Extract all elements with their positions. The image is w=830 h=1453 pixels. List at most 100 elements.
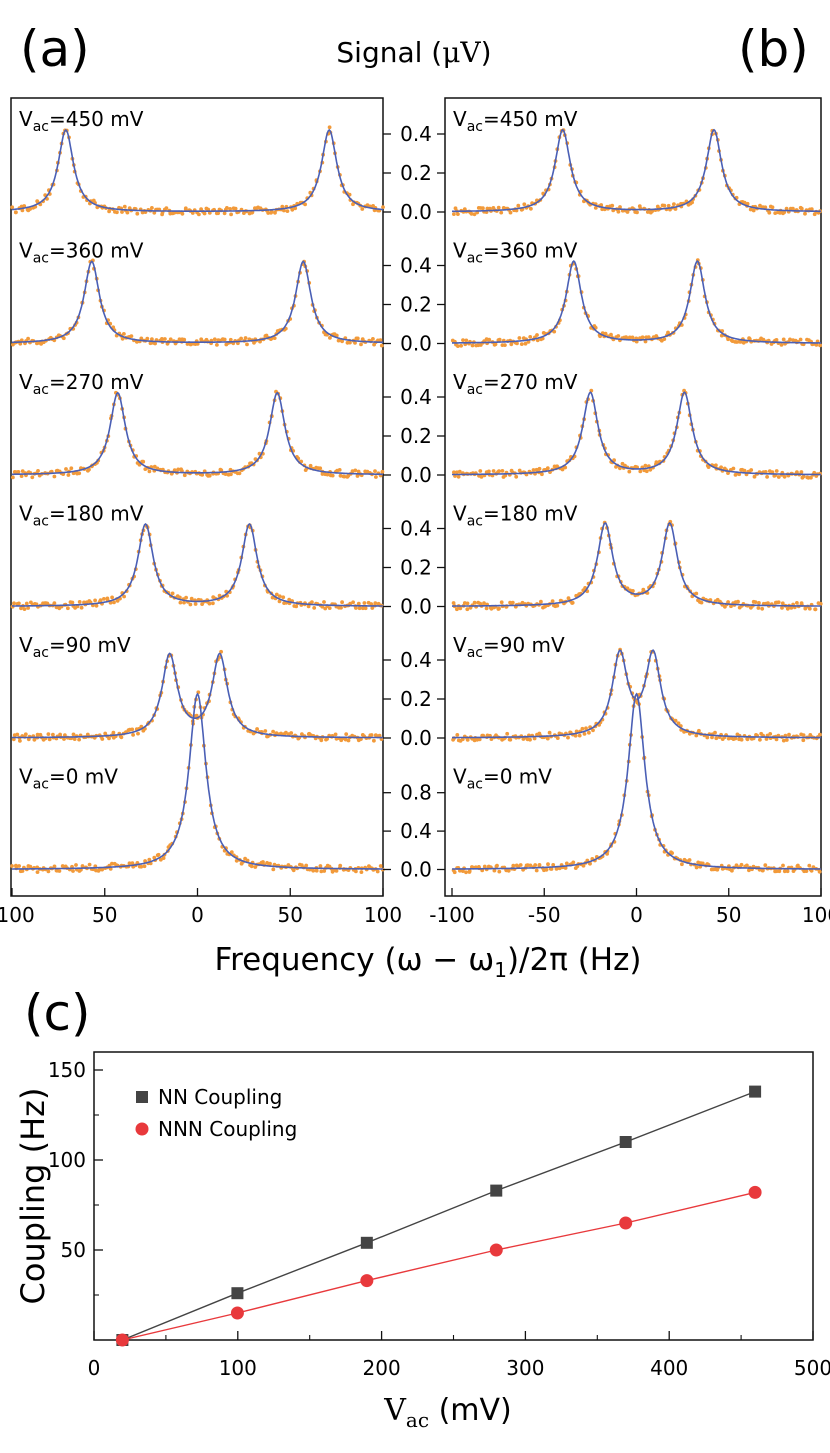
data-point [107,736,111,741]
data-point [328,336,332,340]
data-point [738,340,743,344]
data-point [726,471,730,475]
signal-tick-label: 0.4 [400,122,432,146]
data-point [705,735,710,740]
data-point [537,466,542,471]
data-point [591,728,595,733]
data-point [199,338,204,343]
data-point [373,601,378,606]
freq-title-suffix: )/2π (Hz) [507,942,642,978]
data-point [749,468,754,472]
data-point [482,864,487,869]
vac-label-sub: ac [33,777,49,793]
data-point [610,203,615,208]
data-point [98,598,103,603]
data-point [182,337,187,342]
data-point [455,470,459,475]
signal-tick-label: 0.4 [400,819,432,843]
data-point [763,205,768,210]
vac-label-v: V [19,107,33,131]
data-point [143,859,148,863]
data-point [79,605,84,610]
data-point [353,341,357,345]
data-point [459,343,463,348]
data-point [234,858,239,863]
signal-tick-label: 0.0 [400,858,432,882]
data-point [570,600,575,605]
data-point [158,857,163,862]
data-point [535,338,540,343]
data-point [356,601,361,606]
nn-point [360,1236,373,1249]
data-point [736,599,740,604]
data-point [20,208,25,213]
data-point [481,733,486,738]
data-point [222,211,227,216]
data-point [566,735,570,740]
data-point [761,868,765,873]
data-point [369,602,374,606]
nnn-point [748,1185,762,1199]
data-point [178,600,183,605]
data-point [690,200,694,205]
data-point [70,600,75,605]
data-point [249,864,254,869]
vac-label-value: =180 mV [49,502,144,526]
data-point [139,336,144,341]
data-point [493,342,498,347]
data-point [526,340,531,344]
data-point [10,205,15,210]
data-point [497,606,501,611]
data-point [127,861,132,866]
data-point [300,732,304,736]
data-point [694,591,699,596]
data-point [487,337,492,342]
data-point [484,606,489,611]
data-point [528,335,533,339]
data-point [281,595,286,600]
data-point [312,606,317,610]
data-point [726,736,731,741]
x-tick-label: 0 [191,903,204,927]
data-point [287,597,292,602]
data-point [516,203,521,208]
vac-label-value: =270 mV [49,370,144,394]
data-point [164,206,169,211]
data-point [809,207,814,212]
data-point [16,470,21,474]
data-point [697,728,701,733]
fit-curve [452,259,821,344]
nn-point [619,1136,632,1148]
vac-label-sub: ac [33,645,49,661]
data-point [102,597,106,601]
data-point [306,604,311,609]
data-point [188,602,193,607]
data-point [183,207,188,212]
data-point [467,869,472,873]
vac-title-v: V [383,1393,407,1428]
data-point [745,863,749,868]
data-point [322,869,327,873]
data-point [26,606,30,610]
data-point [518,863,523,867]
data-point [338,473,343,478]
vac-axis-title: Vac (mV) [383,1393,512,1432]
data-point [770,205,775,210]
data-point [457,469,462,474]
signal-axis-ticks: 0.4 0.2 0.0 0.4 0.2 0.0 0.4 0.2 0.0 0.4 0.2 0.0 0.4 0… [383,122,445,882]
data-point [378,338,383,342]
data-point [571,860,576,865]
data-point [584,726,588,731]
data-point [557,866,562,871]
data-point [32,737,37,742]
data-point [472,212,477,217]
data-point [274,592,279,597]
data-point [222,337,227,342]
data-point [66,473,71,477]
data-point [351,600,355,605]
panel-b-x-ticks: -100 -50 0 50 100 [429,888,830,927]
data-point [807,863,812,868]
data-point [529,206,533,211]
data-point [497,469,501,474]
c-x-tick-label: 0 [88,1356,101,1380]
